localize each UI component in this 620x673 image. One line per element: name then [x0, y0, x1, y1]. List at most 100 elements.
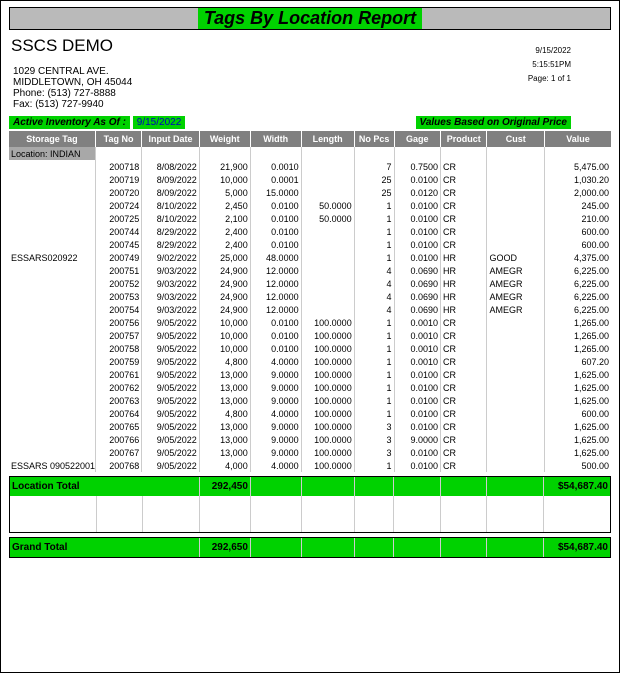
cell-storage-tag: [9, 407, 95, 420]
cell-product: CR: [441, 420, 487, 433]
cell-no-pcs: 4: [354, 303, 394, 316]
cell-width: 4.0000: [250, 459, 301, 472]
cell-length: 100.0000: [301, 446, 354, 459]
cell-no-pcs: 4: [354, 290, 394, 303]
cell-gage: 0.0100: [394, 368, 440, 381]
report-time: 5:15:51PM: [532, 60, 571, 69]
cell-weight: 2,100: [199, 212, 250, 225]
cell-length: [301, 186, 354, 199]
title-bar: Tags By Location Report: [9, 7, 611, 30]
cell-tag-no: 200764: [95, 407, 141, 420]
cell-length: [301, 225, 354, 238]
cell-storage-tag: [9, 277, 95, 290]
cell-input-date: 9/05/2022: [142, 355, 200, 368]
col-weight: Weight: [199, 131, 250, 147]
cell-input-date: 9/02/2022: [142, 251, 200, 264]
cell-value: 600.00: [545, 225, 612, 238]
cell-gage: 0.0100: [394, 420, 440, 433]
table-row: 2007549/03/202224,90012.000040.0690HRAME…: [9, 303, 611, 316]
cell-product: CR: [441, 446, 487, 459]
table-row: 2007248/10/20222,4500.010050.000010.0100…: [9, 199, 611, 212]
cell-gage: 0.0690: [394, 303, 440, 316]
cell-cust: [487, 433, 545, 446]
cell-value: 1,625.00: [545, 368, 612, 381]
cell-product: CR: [441, 199, 487, 212]
cell-value: 6,225.00: [545, 264, 612, 277]
table-row: 2007589/05/202210,0000.0100100.000010.00…: [9, 342, 611, 355]
cell-no-pcs: 1: [354, 407, 394, 420]
col-no-pcs: No Pcs: [354, 131, 394, 147]
cell-product: CR: [441, 238, 487, 251]
grand-total-box: Grand Total 292,650 $54,687.40: [9, 537, 611, 558]
cell-gage: 0.0100: [394, 407, 440, 420]
cell-cust: [487, 381, 545, 394]
grand-total-value: $54,687.40: [544, 538, 610, 557]
cell-storage-tag: [9, 173, 95, 186]
cell-tag-no: 200725: [95, 212, 141, 225]
cell-width: 9.0000: [250, 433, 301, 446]
cell-weight: 13,000: [199, 446, 250, 459]
cell-width: 9.0000: [250, 420, 301, 433]
cell-weight: 4,800: [199, 407, 250, 420]
cell-storage-tag: [9, 381, 95, 394]
col-gage: Gage: [394, 131, 440, 147]
cell-width: 4.0000: [250, 407, 301, 420]
cell-weight: 13,000: [199, 433, 250, 446]
data-table: Storage Tag Tag No Input Date Weight Wid…: [9, 131, 611, 472]
cell-input-date: 8/09/2022: [142, 173, 200, 186]
table-row: 2007258/10/20222,1000.010050.000010.0100…: [9, 212, 611, 225]
cell-cust: [487, 160, 545, 173]
status-row: Active Inventory As Of : 9/15/2022 Value…: [9, 116, 611, 129]
cell-product: CR: [441, 459, 487, 472]
cell-value: 600.00: [545, 238, 612, 251]
cell-input-date: 9/05/2022: [142, 394, 200, 407]
cell-length: [301, 160, 354, 173]
loc-total-label: Location Total: [10, 477, 200, 496]
cell-tag-no: 200765: [95, 420, 141, 433]
report-date: 9/15/2022: [535, 46, 571, 55]
cell-no-pcs: 4: [354, 264, 394, 277]
cell-weight: 24,900: [199, 290, 250, 303]
company-address: 1029 CENTRAL AVE. MIDDLETOWN, OH 45044 P…: [13, 66, 132, 110]
cell-value: 6,225.00: [545, 290, 612, 303]
cell-product: CR: [441, 407, 487, 420]
table-row: 2007198/09/202210,0000.0001250.0100CR1,0…: [9, 173, 611, 186]
location-row: Location: INDIAN: [9, 147, 611, 160]
cell-storage-tag: [9, 264, 95, 277]
cell-no-pcs: 4: [354, 277, 394, 290]
cell-gage: 0.0100: [394, 459, 440, 472]
cell-storage-tag: [9, 420, 95, 433]
cell-value: 600.00: [545, 407, 612, 420]
cell-input-date: 9/05/2022: [142, 446, 200, 459]
cell-tag-no: 200759: [95, 355, 141, 368]
cell-input-date: 9/03/2022: [142, 290, 200, 303]
cell-cust: [487, 459, 545, 472]
table-row: 2007619/05/202213,0009.0000100.000010.01…: [9, 368, 611, 381]
cell-width: 48.0000: [250, 251, 301, 264]
cell-no-pcs: 7: [354, 160, 394, 173]
cell-storage-tag: [9, 199, 95, 212]
cell-storage-tag: [9, 238, 95, 251]
col-cust: Cust: [487, 131, 545, 147]
table-body: Location: INDIAN 2007188/08/202221,9000.…: [9, 147, 611, 472]
cell-value: 1,625.00: [545, 381, 612, 394]
cell-tag-no: 200763: [95, 394, 141, 407]
cell-value: 5,475.00: [545, 160, 612, 173]
cell-tag-no: 200768: [95, 459, 141, 472]
cell-width: 0.0001: [250, 173, 301, 186]
cell-product: CR: [441, 225, 487, 238]
cell-input-date: 8/29/2022: [142, 238, 200, 251]
cell-cust: [487, 186, 545, 199]
cell-cust: [487, 329, 545, 342]
cell-product: HR: [441, 264, 487, 277]
cell-width: 12.0000: [250, 303, 301, 316]
cell-no-pcs: 3: [354, 433, 394, 446]
cell-length: 100.0000: [301, 329, 354, 342]
cell-weight: 24,900: [199, 277, 250, 290]
cell-no-pcs: 25: [354, 186, 394, 199]
cell-storage-tag: [9, 394, 95, 407]
cell-tag-no: 200766: [95, 433, 141, 446]
cell-no-pcs: 1: [354, 212, 394, 225]
cell-product: CR: [441, 329, 487, 342]
cell-length: 100.0000: [301, 420, 354, 433]
